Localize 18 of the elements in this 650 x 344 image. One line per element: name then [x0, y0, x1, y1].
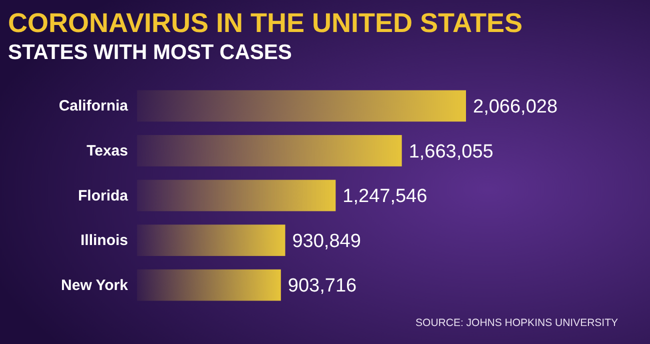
chart-subtitle: STATES WITH MOST CASES [8, 41, 292, 64]
bar [137, 90, 466, 122]
y-tick-label: Illinois [80, 232, 128, 250]
data-label: 2,066,028 [473, 96, 558, 118]
data-label: 903,716 [288, 276, 357, 297]
bar [137, 180, 336, 212]
y-tick-label: California [58, 98, 129, 115]
data-label: 1,663,055 [408, 141, 494, 162]
bar [137, 224, 286, 256]
source-note: SOURCE: JOHNS HOPKINS UNIVERSITY [416, 317, 618, 329]
y-tick-label: New York [61, 276, 129, 294]
data-label: 930,849 [292, 230, 361, 252]
y-tick-label: Texas [86, 142, 128, 160]
chart-title: CORONAVIRUS IN THE UNITED STATES [8, 8, 523, 38]
bar [137, 135, 402, 166]
data-label: 1,247,546 [342, 186, 428, 208]
bar [137, 269, 281, 301]
y-tick-label: Florida [78, 187, 129, 204]
